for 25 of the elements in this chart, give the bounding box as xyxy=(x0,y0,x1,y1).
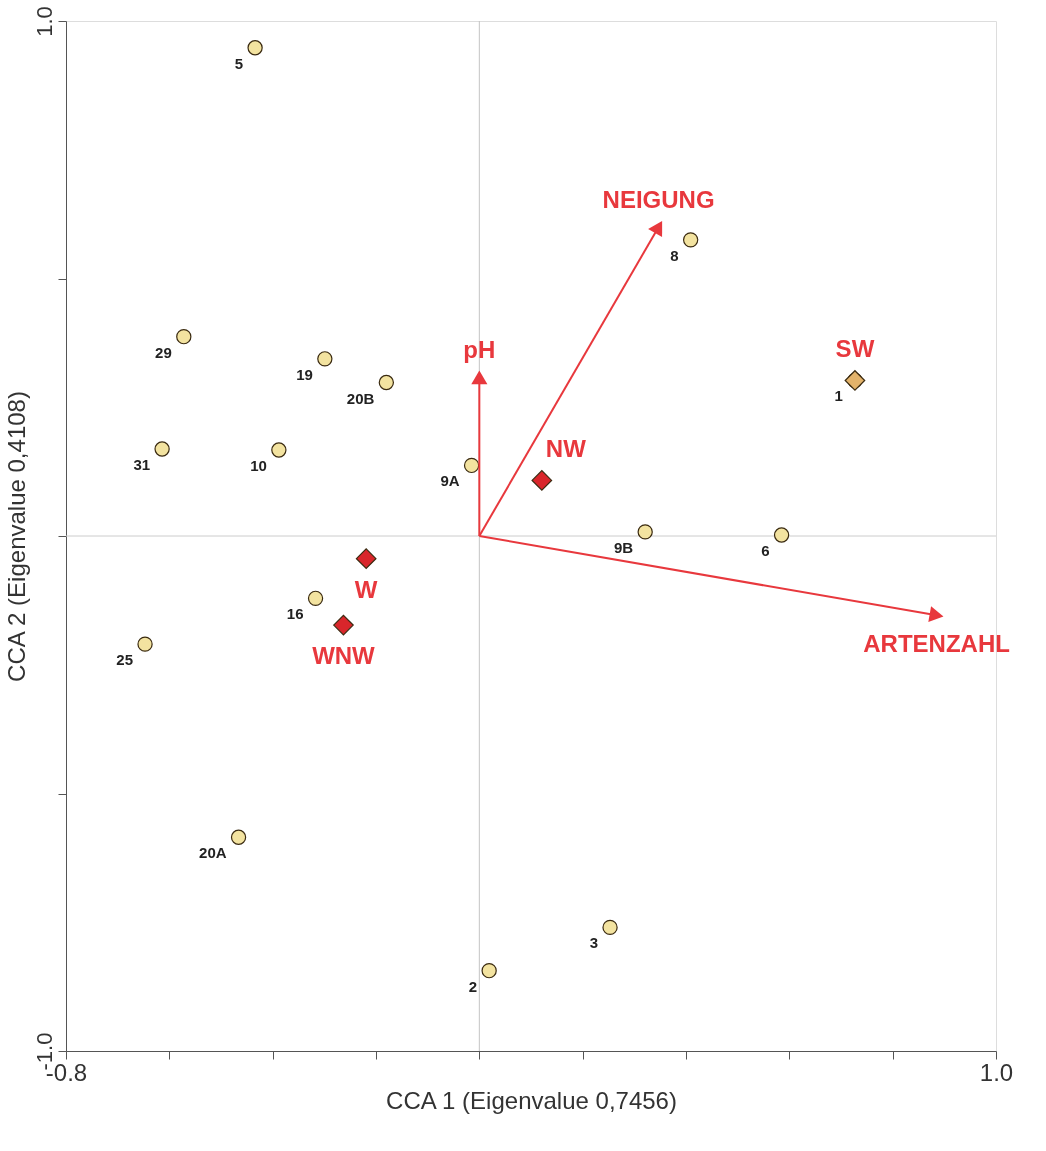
annotation: 9B xyxy=(614,538,634,556)
y-axis-title: CCA 2 (Eigenvalue 0,4108) xyxy=(2,391,30,682)
annotation: 5 xyxy=(234,54,244,72)
series-label: pH xyxy=(463,336,496,364)
series-label: WNW xyxy=(312,642,376,670)
series-label: SW xyxy=(835,335,875,363)
annotation: 6 xyxy=(761,541,770,559)
annotation: 1 xyxy=(834,387,843,405)
annotation: 19 xyxy=(296,365,313,383)
annotation: 20A xyxy=(199,844,227,862)
series-label: W xyxy=(354,575,378,603)
annotation: 31 xyxy=(133,455,151,473)
annotation: 16 xyxy=(286,605,304,623)
annotation: 10 xyxy=(250,456,267,474)
annotation: 29 xyxy=(155,343,172,361)
annotation: 3 xyxy=(589,934,599,952)
series-label: ARTENZAHL xyxy=(863,630,1010,658)
annotation: 2 xyxy=(468,977,478,995)
x-axis-title: CCA 1 (Eigenvalue 0,7456) xyxy=(386,1086,677,1114)
series-label: NEIGUNG xyxy=(602,186,715,213)
annotation: 9A xyxy=(440,472,460,490)
annotation: 20B xyxy=(346,389,375,407)
series-label: NW xyxy=(545,435,587,463)
annotation: 25 xyxy=(116,651,134,669)
annotation: 8 xyxy=(670,246,679,264)
